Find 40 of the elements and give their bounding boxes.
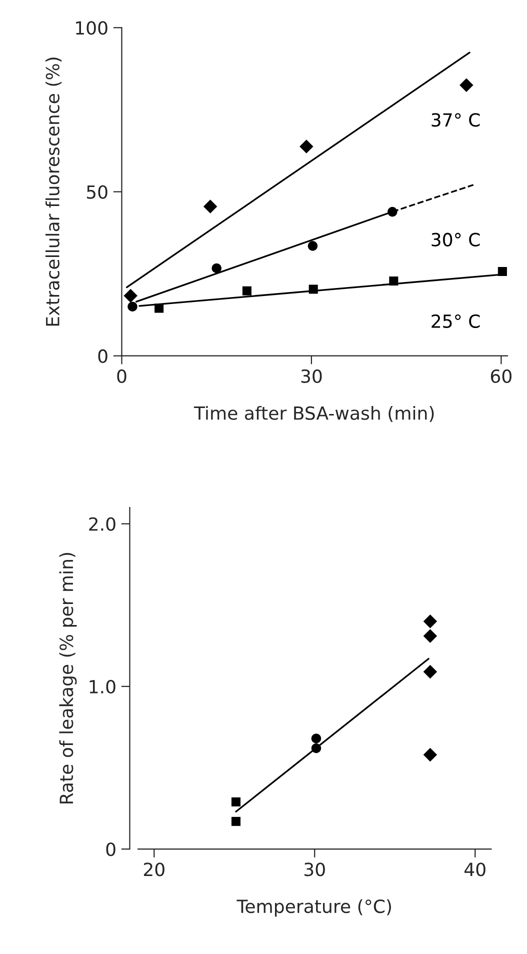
point [308,284,318,294]
x-tick-label: 0 [117,369,126,384]
y-tick-label: 2.0 [89,517,116,531]
point [154,304,164,313]
point [203,200,218,214]
point [389,276,398,286]
y-tick-label: 1.0 [90,680,116,694]
x-tick-label: 30 [304,862,325,876]
point [311,743,322,754]
x-axis-title: Time after BSA-wash (min) [194,406,434,422]
point [308,241,318,251]
series-label: 25° C [432,314,480,328]
y-tick-label: 0 [106,842,116,856]
point [423,664,438,679]
point [300,140,314,154]
point [498,266,507,276]
point [423,629,438,643]
point [124,288,138,303]
series-label: 30° C [432,232,480,246]
y-axis-title: Extracellular fluorescence (%) [45,58,62,326]
y-tick-label: 50 [86,185,108,199]
x-tick-label: 40 [464,862,486,876]
x-tick-label: 60 [490,369,512,384]
point [128,302,138,312]
y-axis-title: Rate of leakage (% per min) [59,552,77,804]
point [231,797,240,806]
point [212,263,222,274]
point [311,734,322,744]
point [423,748,438,762]
point [231,816,240,826]
y-tick-label: 0 [98,349,108,363]
x-tick-label: 20 [144,862,164,876]
point [460,78,474,92]
x-axis-title: Temperature (°C) [236,899,391,917]
y-tick-label: 100 [76,21,108,35]
point [242,286,252,296]
series-label: 37° C [432,113,480,127]
x-tick-label: 30 [301,369,322,384]
point [423,614,438,628]
point [388,206,398,217]
